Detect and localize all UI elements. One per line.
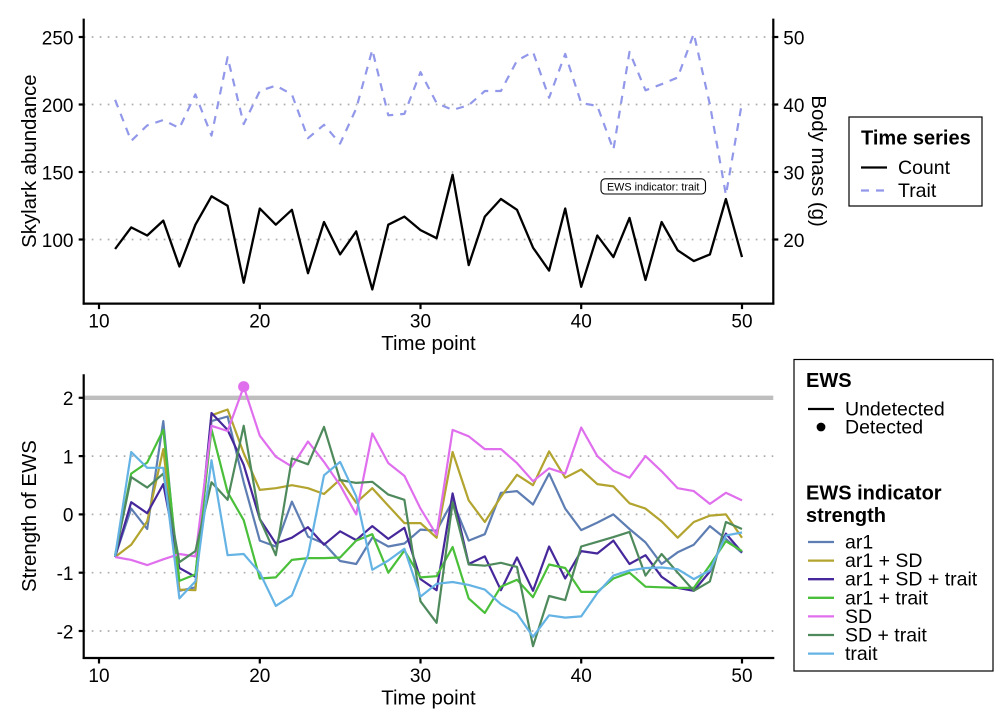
svg-text:Count: Count xyxy=(898,157,951,179)
svg-text:40: 40 xyxy=(571,666,592,687)
svg-text:100: 100 xyxy=(42,231,74,252)
svg-text:30: 30 xyxy=(783,163,804,184)
svg-text:ar1 + SD + trait: ar1 + SD + trait xyxy=(845,569,978,591)
svg-text:EWS indicator: trait: EWS indicator: trait xyxy=(607,181,699,193)
svg-text:strength: strength xyxy=(806,505,886,527)
svg-text:10: 10 xyxy=(88,666,109,687)
svg-text:Trait: Trait xyxy=(898,180,937,202)
svg-text:trait: trait xyxy=(845,643,878,665)
svg-text:20: 20 xyxy=(783,231,804,252)
svg-text:40: 40 xyxy=(571,312,592,333)
svg-text:150: 150 xyxy=(42,163,74,184)
svg-text:Strength of EWS: Strength of EWS xyxy=(19,440,41,592)
svg-text:Skylark abundance: Skylark abundance xyxy=(19,74,41,247)
svg-text:40: 40 xyxy=(783,96,804,117)
svg-text:SD + trait: SD + trait xyxy=(845,625,927,647)
svg-text:200: 200 xyxy=(42,96,74,117)
svg-text:-1: -1 xyxy=(57,564,74,585)
svg-text:ar1 + SD: ar1 + SD xyxy=(845,550,923,572)
svg-text:SD: SD xyxy=(845,606,872,628)
svg-text:Time point: Time point xyxy=(381,687,476,709)
svg-text:EWS indicator: EWS indicator xyxy=(806,482,942,504)
svg-text:10: 10 xyxy=(88,312,109,333)
svg-text:20: 20 xyxy=(249,666,270,687)
svg-text:0: 0 xyxy=(63,506,74,527)
svg-text:2: 2 xyxy=(63,389,74,410)
svg-text:50: 50 xyxy=(783,28,804,49)
svg-text:ar1 + trait: ar1 + trait xyxy=(845,587,928,609)
svg-text:30: 30 xyxy=(410,312,431,333)
svg-text:Undetected: Undetected xyxy=(845,399,945,421)
svg-text:50: 50 xyxy=(731,666,752,687)
svg-text:Time point: Time point xyxy=(381,333,476,355)
svg-text:30: 30 xyxy=(410,666,431,687)
svg-text:250: 250 xyxy=(42,28,74,49)
svg-text:50: 50 xyxy=(731,312,752,333)
svg-text:Time series: Time series xyxy=(861,128,971,150)
svg-text:20: 20 xyxy=(249,312,270,333)
svg-text:Body mass (g): Body mass (g) xyxy=(807,95,829,226)
svg-text:Detected: Detected xyxy=(845,417,923,439)
svg-text:1: 1 xyxy=(63,447,74,468)
svg-text:EWS: EWS xyxy=(806,370,852,392)
svg-text:ar1: ar1 xyxy=(845,532,873,554)
svg-text:-2: -2 xyxy=(57,622,74,643)
